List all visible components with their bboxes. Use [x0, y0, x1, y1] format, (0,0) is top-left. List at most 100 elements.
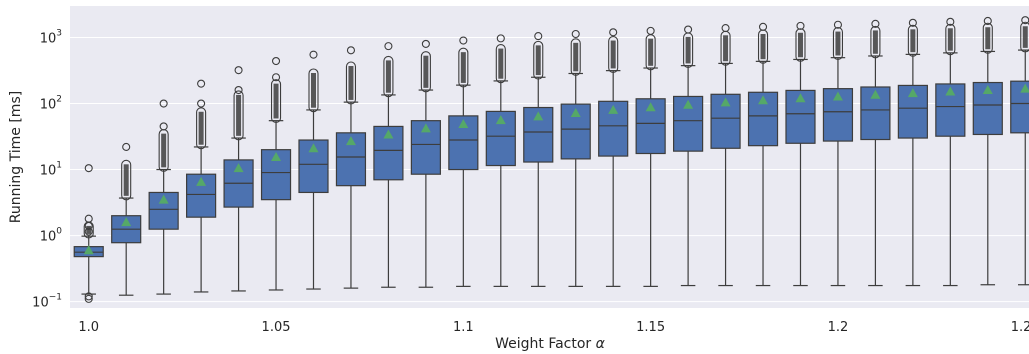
- outlier-band-core: [797, 32, 803, 58]
- outlier-point: [346, 46, 356, 55]
- x-tick-label: 1.1: [453, 320, 474, 335]
- outlier-band-core: [198, 111, 204, 145]
- box-iqr: [373, 125, 404, 181]
- outlier-point: [234, 85, 243, 95]
- box-group: [335, 46, 367, 289]
- box-iqr: [1010, 80, 1029, 134]
- outlier-band: [982, 22, 993, 54]
- outlier-point: [684, 25, 693, 34]
- mean-marker: [758, 95, 769, 105]
- box-group: [897, 18, 928, 287]
- outlier-band-core: [460, 52, 466, 83]
- outlier-band: [832, 27, 843, 61]
- box-group: [410, 39, 441, 288]
- box-group: [785, 21, 816, 287]
- box-group: [186, 79, 217, 293]
- outlier-band-core: [423, 55, 429, 88]
- outlier-band-core: [498, 48, 504, 79]
- outlier-band-core: [723, 35, 729, 62]
- mean-marker: [720, 97, 731, 107]
- box-group: [972, 16, 1003, 286]
- box-group: [111, 142, 142, 296]
- outlier-band-core: [310, 72, 316, 108]
- outlier-band-core: [685, 36, 691, 64]
- outlier-point: [197, 99, 206, 108]
- box-group: [860, 19, 891, 287]
- outlier-point: [84, 214, 93, 223]
- mean-marker: [458, 118, 469, 128]
- outlier-band-core: [760, 33, 766, 60]
- outlier-band-core: [835, 31, 841, 56]
- outlier-point: [721, 24, 730, 33]
- outlier-point: [384, 42, 393, 51]
- x-tick-label: 1.25: [1011, 320, 1029, 335]
- outlier-band-core: [123, 164, 129, 196]
- box-group: [523, 32, 554, 287]
- y-tick-label: 100: [40, 227, 63, 245]
- mean-marker: [533, 111, 544, 121]
- outlier-band: [945, 23, 956, 56]
- outlier-band: [570, 38, 581, 76]
- outlier-band: [270, 79, 282, 124]
- outlier-point: [84, 164, 93, 173]
- box-group: [710, 24, 741, 287]
- mean-marker: [233, 163, 244, 173]
- mean-marker: [795, 93, 806, 103]
- outlier-band-core: [348, 66, 354, 100]
- box-iqr: [523, 106, 554, 163]
- outlier-point: [421, 39, 430, 48]
- outlier-band: [495, 44, 506, 84]
- box-group: [485, 34, 516, 287]
- outlier-point: [908, 18, 917, 27]
- mean-marker: [683, 99, 694, 109]
- outlier-point: [496, 34, 505, 43]
- box-group: [73, 164, 104, 303]
- box-group: [822, 20, 854, 287]
- mean-marker: [570, 107, 581, 117]
- outlier-band: [420, 51, 431, 93]
- box-group: [298, 50, 329, 290]
- outlier-point: [571, 29, 580, 39]
- outlier-point: [197, 79, 206, 88]
- x-tick-label: 1.15: [636, 320, 665, 335]
- outlier-band-core: [910, 29, 916, 53]
- box-group: [260, 56, 292, 291]
- outlier-point: [983, 16, 992, 26]
- outlier-band: [345, 61, 357, 105]
- outlier-band: [458, 47, 469, 88]
- box-group: [1010, 16, 1029, 286]
- box-group: [673, 25, 704, 287]
- box-group: [148, 99, 179, 295]
- outlier-point: [84, 294, 93, 303]
- mean-marker: [907, 88, 918, 98]
- mean-marker: [83, 245, 94, 255]
- outlier-band-core: [535, 45, 541, 76]
- outlier-point: [796, 21, 805, 30]
- outlier-point: [946, 17, 955, 26]
- mean-marker: [1020, 83, 1029, 93]
- y-axis-label: Running Time [ms]: [8, 91, 24, 223]
- outlier-point: [122, 142, 131, 151]
- outlier-band-core: [985, 27, 991, 50]
- x-axis-label: Weight Factor α: [495, 336, 606, 352]
- box-group: [223, 66, 254, 292]
- mean-marker: [383, 129, 394, 139]
- outlier-band-core: [273, 83, 279, 119]
- mean-marker: [345, 136, 356, 146]
- outlier-point: [84, 292, 93, 301]
- outlier-point: [309, 50, 318, 59]
- outlier-point: [271, 73, 281, 82]
- mean-marker: [420, 123, 431, 133]
- outlier-band: [608, 35, 619, 73]
- outlier-point: [871, 19, 880, 28]
- outlier-band-core: [1022, 26, 1028, 48]
- y-axis-ticks: 10−1 100 101 102 103: [32, 29, 62, 311]
- box-group: [935, 17, 966, 287]
- box-group: [598, 28, 629, 287]
- y-tick-label: 103: [40, 29, 62, 47]
- outlier-band: [383, 55, 394, 98]
- box-iqr: [972, 81, 1003, 136]
- outlier-band: [907, 24, 918, 57]
- outlier-point: [159, 122, 168, 131]
